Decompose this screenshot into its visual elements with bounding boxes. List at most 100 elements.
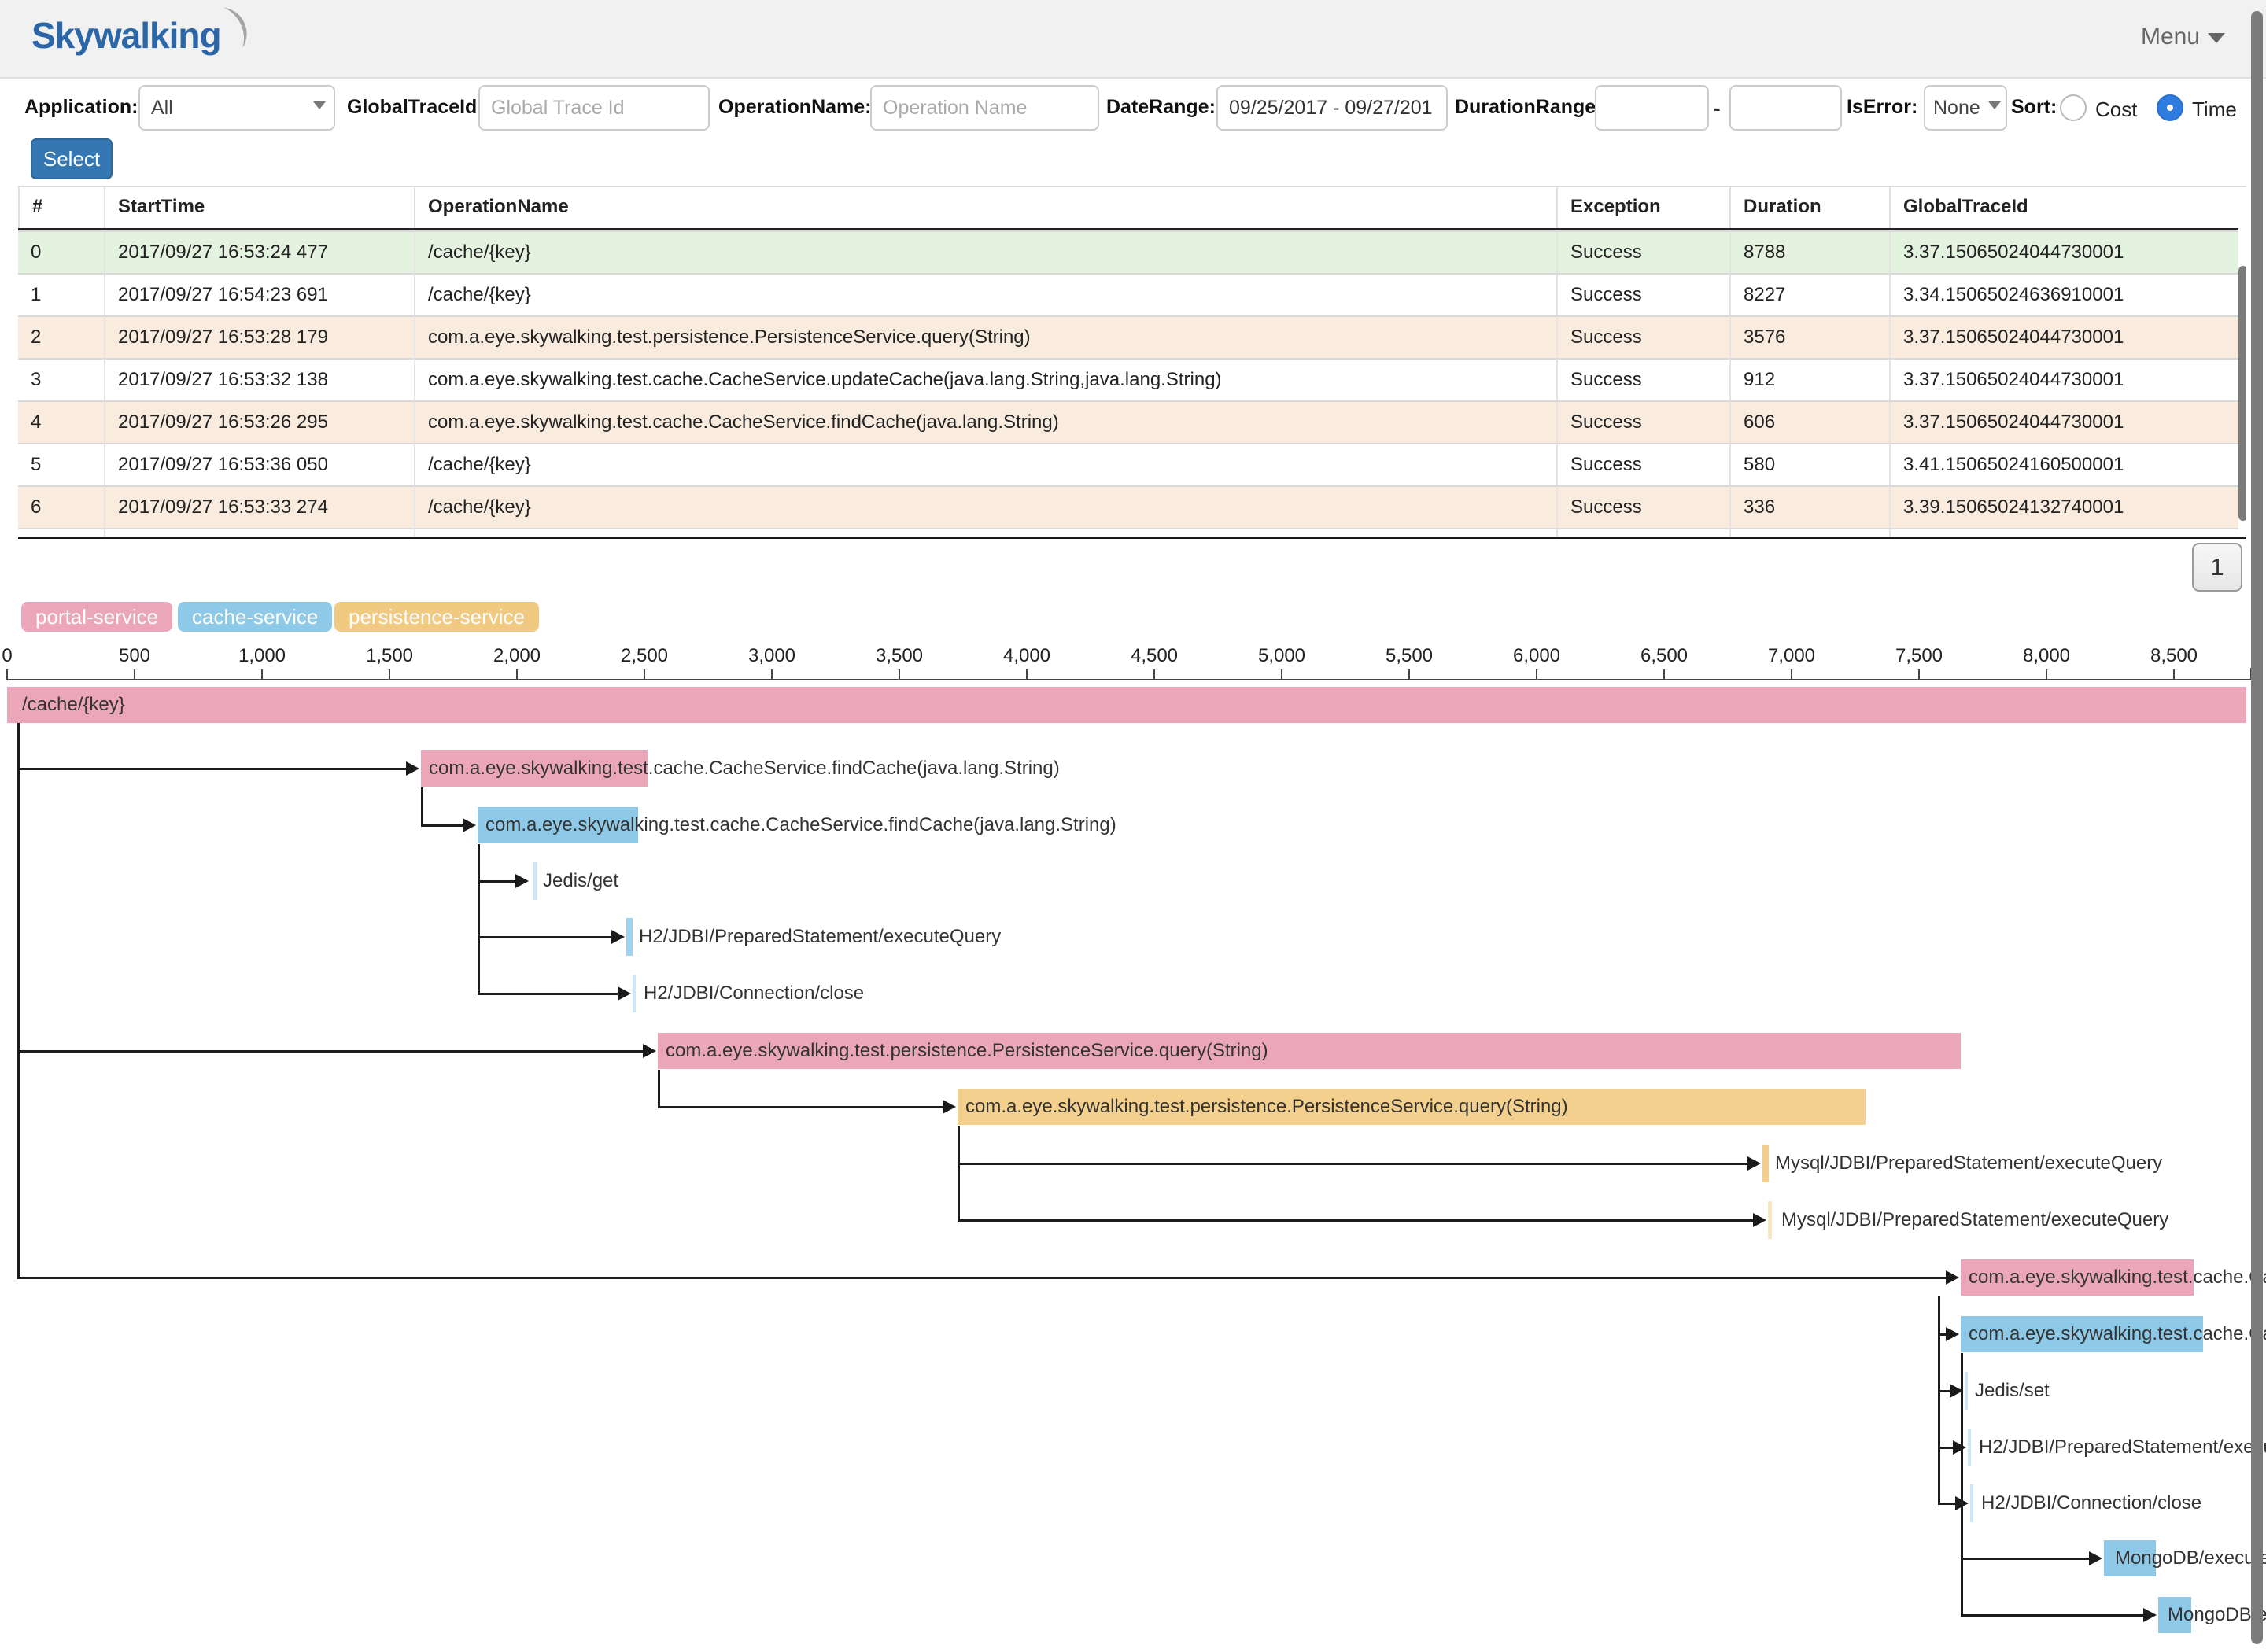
operation-name-input[interactable] — [870, 85, 1099, 131]
table-row[interactable]: 5 2017/09/27 16:53:36 050/cache/{key} Succ… — [18, 443, 2238, 485]
trace-connector-line — [658, 1070, 660, 1107]
trace-span-bar[interactable] — [421, 750, 648, 787]
trace-span-label[interactable]: H2/JDBI/PreparedStatement/executeQuery — [639, 926, 1002, 947]
trace-span-label[interactable]: MongoDB/execute — [2115, 1547, 2266, 1569]
trace-span-label[interactable]: H2/JDBI/Connection/close — [1981, 1492, 2202, 1514]
table-row[interactable]: 6 2017/09/27 16:53:33 274/cache/{key} Succ… — [18, 485, 2238, 528]
trace-span-tick[interactable] — [1965, 1372, 1968, 1410]
column-header-#[interactable]: # — [18, 187, 104, 228]
trace-span-label[interactable]: com.a.eye.skywalking.test.cache.CacheSer… — [1969, 1267, 2266, 1288]
column-header-globaltraceid[interactable]: GlobalTraceId — [1889, 187, 2238, 228]
trace-span-label[interactable]: com.a.eye.skywalking.test.cache.CacheSer… — [429, 758, 1060, 779]
table-row[interactable]: 3 2017/09/27 16:53:32 138 com.a.eye.skywal… — [18, 358, 2238, 400]
trace-span-label[interactable]: Mysql/JDBI/PreparedStatement/executeQuer… — [1781, 1209, 2169, 1230]
trace-span-label[interactable]: Mysql/JDBI/PreparedStatement/executeQuer… — [1775, 1152, 2163, 1174]
axis-line — [7, 679, 2252, 680]
trace-span-bar[interactable] — [1961, 1316, 2203, 1352]
axis-tick-label: 3,500 — [875, 645, 924, 666]
is-error-label: IsError: — [1847, 96, 1918, 118]
table-cell: Success — [1556, 443, 1729, 485]
axis-tick-mark — [771, 669, 773, 680]
trace-arrow-line — [421, 824, 465, 827]
table-header-row: # StartTime OperationName Exception Duration… — [18, 187, 2238, 230]
trace-connector-line — [1961, 1353, 1963, 1615]
table-row[interactable]: 4 2017/09/27 16:53:26 295 com.a.eye.skywal… — [18, 400, 2238, 443]
select-button[interactable]: Select — [31, 138, 113, 179]
table-cell: 3.37.15065024044730001 — [1889, 315, 2238, 358]
table-cell: 3.37.15065024044730001 — [1889, 230, 2238, 273]
trace-span-label[interactable]: com.a.eye.skywalking.test.cache.CacheSer… — [1969, 1323, 2266, 1344]
table-scrollbar[interactable] — [2238, 266, 2246, 521]
trace-span-tick[interactable] — [1970, 1484, 1973, 1522]
pagination-page-1-button[interactable]: 1 — [2192, 543, 2242, 592]
trace-span-label[interactable]: com.a.eye.skywalking.test.cache.CacheSer… — [485, 814, 1116, 835]
column-header-starttime[interactable]: StartTime — [104, 187, 414, 228]
table-row[interactable]: 1 2017/09/27 16:54:23 691/cache/{key} Succ… — [18, 273, 2238, 315]
legend-tag-cache-service[interactable]: cache-service — [178, 602, 333, 632]
table-cell: com.a.eye.skywalking.test.persistence.Pe… — [414, 315, 1556, 358]
trace-span-label[interactable]: Jedis/get — [543, 870, 619, 891]
axis-tick-label: 5,000 — [1257, 645, 1306, 666]
legend-tag-persistence-service[interactable]: persistence-service — [334, 602, 539, 632]
trace-span-tick[interactable] — [626, 918, 633, 956]
trace-span-tick[interactable] — [1768, 1201, 1772, 1239]
axis-tick-label: 6,000 — [1512, 645, 1561, 666]
trace-span-bar[interactable] — [478, 807, 638, 843]
table-cell: 2017/09/27 16:53:24 477 — [104, 230, 414, 273]
table-cell: 2 — [18, 315, 104, 358]
column-header-operationname[interactable]: OperationName — [414, 187, 1556, 228]
menu-dropdown[interactable]: Menu — [2141, 24, 2225, 50]
trace-span-bar[interactable] — [2158, 1597, 2191, 1633]
trace-span-tick[interactable] — [633, 975, 636, 1012]
table-cell: Success — [1556, 273, 1729, 315]
trace-span-label[interactable]: H2/JDBI/Connection/close — [644, 983, 865, 1004]
legend-tag-portal-service[interactable]: portal-service — [21, 602, 173, 632]
trace-connector-line — [478, 844, 480, 994]
trace-span-bar[interactable] — [2104, 1540, 2156, 1576]
trace-span-label[interactable]: H2/JDBI/PreparedStatement/executeQuery — [1979, 1436, 2266, 1458]
trace-span-label[interactable]: Jedis/set — [1975, 1380, 2050, 1401]
table-cell: 2017/09/27 16:53:33 274 — [104, 485, 414, 528]
axis-tick-mark — [899, 669, 900, 680]
duration-to-input[interactable] — [1729, 85, 1842, 131]
global-trace-id-input[interactable] — [478, 85, 710, 131]
arrow-head-icon — [2143, 1608, 2157, 1622]
table-cell: 3.34.15065024636910001 — [1889, 273, 2238, 315]
trace-span-bar[interactable] — [7, 687, 2246, 723]
table-cell: 1 — [18, 273, 104, 315]
trace-span-tick[interactable] — [1762, 1145, 1769, 1182]
table-cell: 7 — [18, 528, 104, 537]
arrow-head-icon — [1753, 1213, 1766, 1227]
axis-tick-label: 1,500 — [365, 645, 414, 666]
sort-time-radio[interactable] — [2157, 94, 2183, 121]
trace-span-bar[interactable] — [958, 1089, 1866, 1125]
arrow-head-icon — [463, 818, 476, 832]
table-row[interactable]: 72017/09/27 16:53:33 461com.a.eye.skywal… — [18, 528, 2238, 537]
trace-span-tick[interactable] — [1968, 1429, 1971, 1466]
table-cell: com.a.eye.skywalking.test.cache.CacheSer… — [414, 528, 1556, 537]
trace-span-bar[interactable] — [658, 1033, 1961, 1069]
application-select[interactable]: All — [138, 85, 335, 131]
sort-cost-radio[interactable] — [2060, 94, 2087, 121]
table-cell: 3.41.15065024160500001 — [1889, 443, 2238, 485]
date-range-input[interactable] — [1216, 85, 1448, 131]
select-stepper-icon — [1976, 99, 2001, 129]
trace-span-label[interactable]: /cache/{key} — [22, 694, 125, 715]
column-header-duration[interactable]: Duration — [1729, 187, 1889, 228]
trace-span-tick[interactable] — [533, 862, 537, 900]
table-cell: 132 — [1729, 528, 1889, 537]
trace-arrow-line — [658, 1106, 945, 1108]
menu-label: Menu — [2140, 24, 2200, 50]
trace-span-label[interactable]: com.a.eye.skywalking.test.persistence.Pe… — [666, 1040, 1268, 1061]
duration-from-input[interactable] — [1595, 85, 1709, 131]
table-cell: Success — [1556, 400, 1729, 443]
trace-span-label[interactable]: com.a.eye.skywalking.test.persistence.Pe… — [965, 1096, 1568, 1117]
trace-span-bar[interactable] — [1961, 1259, 2194, 1296]
column-header-exception[interactable]: Exception — [1556, 187, 1729, 228]
table-cell: /cache/{key} — [414, 230, 1556, 273]
table-row[interactable]: 0 2017/09/27 16:53:24 477/cache/{key} Succ… — [18, 230, 2238, 273]
table-row[interactable]: 2 2017/09/27 16:53:28 179 com.a.eye.skywal… — [18, 315, 2238, 358]
is-error-select[interactable]: None — [1924, 85, 2007, 131]
page-scrollbar[interactable] — [2251, 11, 2263, 1644]
application-label: Application: — [24, 96, 138, 118]
